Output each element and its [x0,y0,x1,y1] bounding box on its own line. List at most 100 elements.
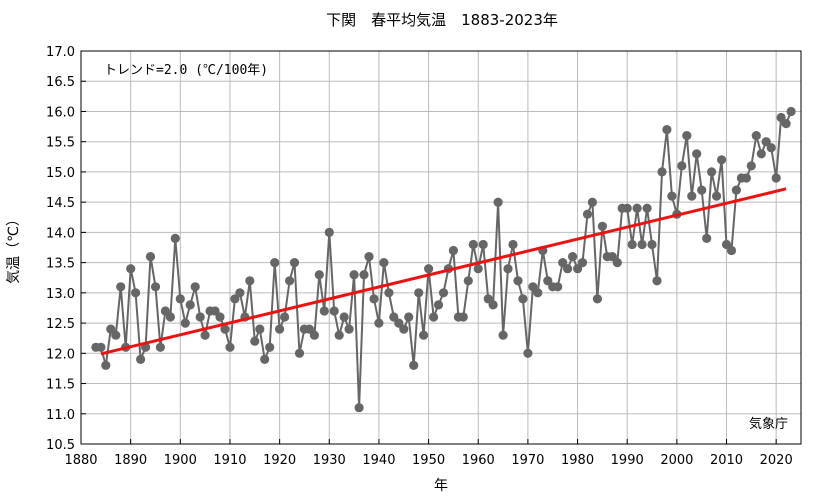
x-tick-label: 1970 [511,453,544,468]
data-point [523,348,533,358]
x-tick-label: 1880 [64,453,97,468]
x-tick-label: 1950 [412,453,445,468]
data-point [731,185,742,195]
data-point [597,221,608,231]
trend-annotation: トレンド=2.0 (℃/100年) [104,63,268,78]
data-point [448,245,458,256]
plot-frame [80,50,802,445]
data-point [260,354,270,364]
data-point [438,288,449,298]
data-point [558,258,568,268]
data-point [200,330,210,340]
data-point [126,264,136,274]
y-tick-label: 14.0 [46,226,75,241]
data-point [170,233,180,243]
y-tick-labels: 10.5 11.0 11.5 12.0 12.5 13.0 13.5 14.0 14.5 15.0… [46,45,75,453]
data-point [766,143,776,153]
data-point [573,264,583,274]
data-point [285,276,295,286]
data-point [116,282,126,292]
data-point [384,288,394,298]
data-point [235,288,245,298]
data-point [652,276,662,286]
data-point [309,330,319,340]
data-point [334,330,344,340]
data-point [677,161,687,171]
data-point [424,264,434,274]
data-point [185,300,195,310]
data-point [582,209,593,219]
x-tick-label: 1910 [213,453,246,468]
data-point [627,239,637,250]
data-point [468,239,478,250]
data-point [399,324,409,334]
trend-line-group [100,187,787,356]
x-tick-label: 1990 [611,453,644,468]
data-point [215,312,225,322]
data-point [662,125,672,135]
data-point [553,282,563,292]
y-tick-label: 16.5 [46,75,75,90]
data-point [637,239,647,250]
data-point [96,342,106,352]
y-tick-label: 10.5 [46,438,75,453]
y-tick-label: 11.5 [46,378,75,393]
data-point [225,342,235,352]
data-point [294,348,305,358]
data-point [324,227,334,237]
data-point [419,330,429,340]
data-point [145,252,156,262]
data-point [111,330,121,340]
data-point [463,276,473,286]
data-point [150,282,161,292]
series-line [95,111,793,408]
data-point [776,112,786,123]
data-point [493,197,503,207]
data-point [612,258,622,268]
data-point [359,270,369,280]
y-tick-label: 13.5 [46,257,75,272]
data-point [518,294,528,304]
x-tick-label: 2000 [660,453,693,468]
data-point [190,282,200,292]
data-point [180,318,190,328]
x-tick-label: 1940 [362,453,395,468]
data-point [289,258,300,268]
data-point [250,336,260,346]
data-point [230,294,240,304]
data-point [478,239,488,250]
x-axis-title: 年 [434,478,448,494]
data-point [379,258,389,268]
data-point [473,264,483,274]
x-tick-label: 1980 [561,453,594,468]
data-point [771,173,781,183]
data-point [409,360,419,370]
data-point [265,342,275,352]
data-point [682,131,692,141]
y-tick-label: 11.0 [46,408,75,423]
x-tick-label: 1930 [313,453,346,468]
data-point [717,155,727,165]
y-tick-label: 17.0 [46,45,75,60]
data-point [592,294,603,304]
data-point [319,306,329,316]
data-point [458,312,468,322]
data-point [275,324,285,334]
data-point [155,342,165,352]
data-point [647,239,657,250]
data-point [429,312,439,322]
data-point [354,403,364,413]
data-point [622,203,632,213]
data-point [707,167,717,177]
data-point [175,294,185,304]
data-point [498,330,508,340]
data-point [101,360,111,370]
data-point [364,252,374,262]
data-point [339,312,349,322]
data-point [165,312,175,322]
x-tick-label: 1900 [164,453,197,468]
data-point [667,191,677,201]
x-tick-label: 1890 [114,453,147,468]
data-point [781,119,791,129]
x-tick-label: 2020 [760,453,793,468]
